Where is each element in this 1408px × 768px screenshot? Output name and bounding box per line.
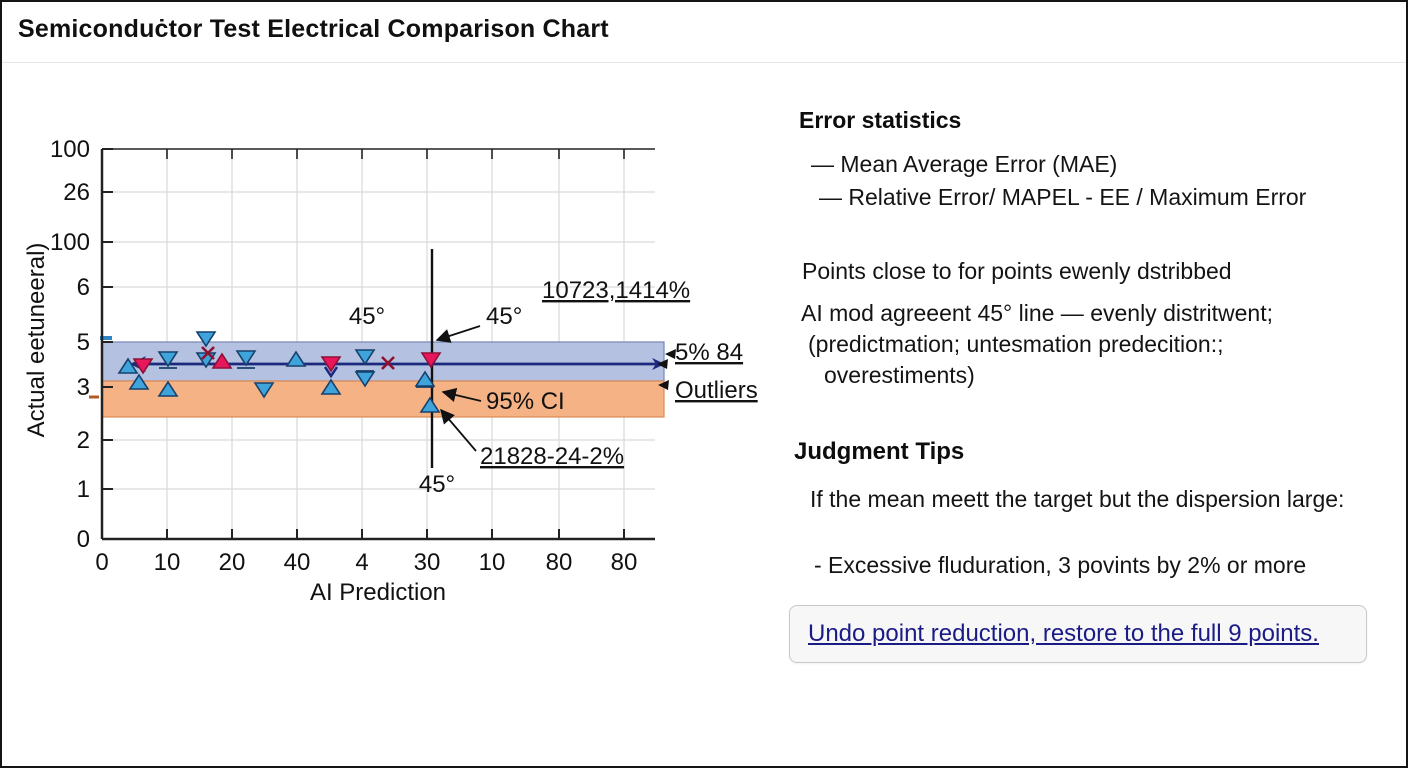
data-point — [195, 331, 217, 348]
data-point — [414, 370, 436, 387]
chart-annotation: 45° — [349, 303, 385, 330]
plot-top-border — [101, 148, 655, 159]
x-tick-label: 10 — [154, 549, 181, 576]
x-tick-label: 80 — [611, 549, 638, 576]
red-down-series — [132, 352, 442, 375]
data-point — [117, 357, 139, 374]
page-header: Semiconduċtor Test Electrical Comparison… — [2, 2, 1406, 63]
y-tick-label: 100 — [50, 229, 90, 256]
agreement-line: (predictmation; untesmation predecition:… — [808, 331, 1224, 357]
chart-annotation: 21828-24-2% — [480, 443, 624, 470]
down-arrow-mark — [323, 366, 339, 379]
agreement-line: AI mod agreeent 45° line — evenly distri… — [801, 300, 1273, 326]
x-axis-title: AI Prediction — [310, 579, 446, 606]
chart-annotation: 95% CI — [486, 388, 565, 415]
y-tick-label: 6 — [77, 274, 90, 301]
y-axis-title: Actual eetuneeral) — [23, 243, 50, 438]
judgment-intro: If the mean meett the target but the dis… — [810, 486, 1345, 512]
error-stat-item: — Relative Error/ MAPEL - EE / Maximum E… — [819, 184, 1307, 210]
data-point — [285, 350, 307, 367]
x-tick-label: 40 — [284, 549, 311, 576]
label-pointer — [665, 349, 676, 359]
data-point — [201, 346, 215, 360]
chart-annotation: Outliers — [675, 377, 758, 404]
red-up-series — [211, 352, 233, 369]
data-point — [320, 378, 342, 395]
data-point — [354, 349, 376, 366]
data-point — [211, 352, 233, 369]
label-pointer — [658, 380, 669, 390]
annotations: 45° 45° 10723,1414% 95% CI 21828-24-2% 45° 5% … — [349, 277, 758, 498]
x-tick-label: 10 — [479, 549, 506, 576]
data-point — [157, 380, 179, 397]
y-tick-label: 1 — [77, 476, 90, 503]
x-tick-label: 4 — [355, 549, 368, 576]
gridlines — [102, 149, 655, 539]
judgment-tip: - Excessive fluduration, 3 povints by 2%… — [814, 552, 1307, 578]
data-point — [419, 396, 441, 413]
chart-annotation: 45° — [486, 303, 522, 330]
y-tick-label: 0 — [77, 526, 90, 553]
data-point — [235, 350, 257, 367]
data-point — [381, 356, 395, 370]
x-tick-label: 30 — [414, 549, 441, 576]
x-tick-label: 0 — [95, 549, 108, 576]
label-pointer — [657, 359, 668, 369]
x-tick-label: 80 — [546, 549, 573, 576]
data-point — [157, 351, 179, 368]
data-point — [354, 371, 376, 388]
data-point — [320, 356, 342, 373]
ci-band — [101, 341, 665, 382]
x-tick-label: 20 — [219, 549, 246, 576]
outlier-band — [101, 380, 665, 418]
y-tick-label: 3 — [77, 374, 90, 401]
marker-dashes — [159, 367, 434, 388]
error-statistics-heading: Error statistics — [799, 107, 962, 133]
chart-annotation: 10723,1414% — [542, 277, 690, 304]
data-point — [132, 358, 154, 375]
data-point — [420, 352, 442, 369]
chart-annotation: 5% 84 — [675, 339, 743, 366]
blue-up-series — [117, 350, 441, 413]
page-title: Semiconduċtor Test Electrical Comparison… — [18, 15, 609, 43]
distribution-note: Points close to for points ewenly dstrib… — [802, 258, 1232, 284]
data-point — [253, 382, 275, 399]
undo-link[interactable]: Undo point reduction, restore to the ful… — [808, 620, 1319, 647]
data-point — [128, 373, 150, 390]
bands — [101, 341, 665, 418]
error-stat-item: — Mean Average Error (MAE) — [811, 151, 1118, 177]
chart-annotation: 45° — [419, 471, 455, 498]
red-x-series — [201, 346, 395, 370]
judgment-tips-heading: Judgment Tips — [794, 438, 965, 465]
y-tick-label: 100 — [50, 136, 90, 163]
undo-button[interactable]: Undo point reduction, restore to the ful… — [789, 605, 1367, 663]
y-tick-label: 26 — [63, 179, 90, 206]
y-tick-label: 5 — [77, 329, 90, 356]
y-tick-label: 2 — [77, 427, 90, 454]
agreement-line: overestiments) — [824, 362, 975, 388]
